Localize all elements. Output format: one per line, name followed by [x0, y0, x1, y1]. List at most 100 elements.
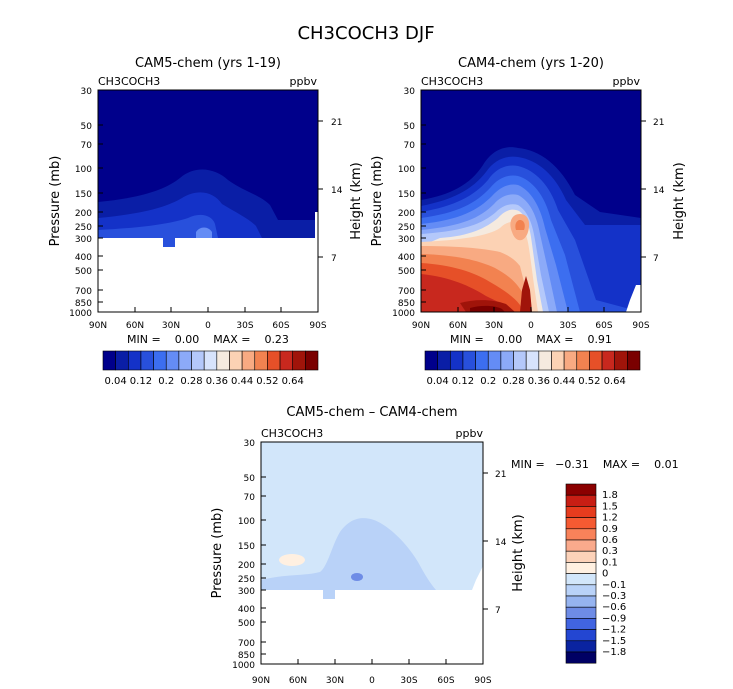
- colorbar-swatch: [565, 528, 597, 541]
- panel1-y2label: Height (km): [349, 162, 364, 239]
- panel1-ytick: 300: [75, 235, 92, 245]
- colorbar-label: 0.52: [256, 376, 278, 387]
- colorbar-label: 0.52: [578, 376, 600, 387]
- colorbar-label: 0.9: [602, 524, 618, 535]
- panel1-colorbar: 0.04 0.12 0.2 0.28 0.36 0.44 0.52 0.64: [102, 350, 319, 387]
- colorbar-label: −0.3: [602, 591, 626, 602]
- panel2-ytick: 100: [398, 165, 415, 175]
- colorbar-swatch: [500, 350, 514, 371]
- panel-cam4: CAM4-chem (yrs 1-20) CH3COCH3 ppbv: [370, 56, 687, 387]
- panel1-xtick: 0: [205, 321, 211, 331]
- panel1-title: CAM5-chem (yrs 1-19): [135, 56, 281, 71]
- panel1-ytick: 50: [81, 122, 93, 132]
- colorbar-label: 0.1: [602, 557, 618, 568]
- panel2-ytick: 150: [398, 190, 415, 200]
- panel2-ytick: 250: [398, 223, 415, 233]
- panel3-x-ticks: 90N 60N 30N 0 30S 60S 90S: [252, 659, 492, 686]
- panel3-y2tick: 14: [495, 538, 507, 548]
- panel2-ytick: 300: [398, 235, 415, 245]
- colorbar-swatch: [475, 350, 489, 371]
- colorbar-swatch: [153, 350, 167, 371]
- colorbar-swatch: [565, 651, 597, 664]
- colorbar-label: 0.2: [158, 376, 174, 387]
- panel1-xtick: 60N: [126, 321, 144, 331]
- panel2-edge-gap: [626, 285, 641, 312]
- panel2-xtick: 30N: [485, 321, 503, 331]
- panel2-colorbar: 0.04 0.12 0.2 0.28 0.36 0.44 0.52 0.64: [424, 350, 641, 387]
- panel3-ytick: 70: [244, 493, 256, 503]
- panel2-ytick: 500: [398, 267, 415, 277]
- panel3-ytick: 50: [244, 474, 256, 484]
- colorbar-swatch: [589, 350, 603, 371]
- panel3-contour-neg0.1: [261, 518, 436, 590]
- colorbar-swatch: [241, 350, 256, 371]
- panel3-stats: MIN = −0.31 MAX = 0.01: [511, 458, 679, 471]
- panel1-ytick: 150: [75, 190, 92, 200]
- panel1-field: [98, 90, 318, 312]
- panel3-negative-core: [351, 573, 363, 581]
- panel3-ytick: 100: [238, 517, 255, 527]
- colorbar-swatch: [102, 350, 116, 371]
- colorbar-swatch: [565, 483, 597, 496]
- colorbar-swatch: [627, 350, 641, 371]
- colorbar-label: 0.28: [502, 376, 524, 387]
- colorbar-swatch: [525, 350, 540, 371]
- panel1-notch: [163, 238, 175, 247]
- panel3-ytick: 30: [244, 439, 256, 449]
- colorbar-label: 0.12: [452, 376, 474, 387]
- colorbar-label: −0.9: [602, 613, 626, 624]
- panel3-ytick: 700: [238, 639, 255, 649]
- colorbar-swatch: [437, 350, 451, 371]
- panel2-units: ppbv: [613, 75, 641, 88]
- colorbar-swatch: [216, 350, 230, 371]
- panel3-ytick: 1000: [232, 661, 255, 671]
- panel3-xtick: 90N: [252, 676, 270, 686]
- panel1-ytick: 700: [75, 287, 92, 297]
- panel1-ytick: 850: [75, 299, 92, 309]
- panel3-field-label: CH3COCH3: [261, 427, 323, 440]
- panel2-y2tick: 7: [653, 254, 659, 264]
- panel2-ylabel: Pressure (mb): [370, 156, 385, 247]
- panel1-y2-ticks: 21 14 7: [318, 118, 343, 264]
- colorbar-swatch: [462, 350, 476, 371]
- colorbar-label: 1.2: [602, 513, 618, 524]
- colorbar-swatch: [538, 350, 552, 371]
- panel1-y-ticks: 30 50 70 100 150 200 250 300 400 500 700…: [69, 87, 103, 319]
- colorbar-swatch: [614, 350, 628, 371]
- panel3-ytick: 850: [238, 651, 255, 661]
- panel2-xtick: 30S: [559, 321, 576, 331]
- panel2-ytick: 700: [398, 287, 415, 297]
- panel2-ytick: 400: [398, 253, 415, 263]
- colorbar-label: 0.44: [553, 376, 575, 387]
- panel1-y2tick: 7: [331, 254, 337, 264]
- colorbar-swatch: [487, 350, 502, 371]
- colorbar-swatch: [563, 350, 578, 371]
- colorbar-swatch: [565, 618, 597, 630]
- colorbar-swatch: [127, 350, 142, 371]
- panel3-y2tick: 21: [495, 470, 506, 480]
- colorbar-swatch: [565, 506, 597, 518]
- colorbar-swatch: [115, 350, 129, 371]
- colorbar-label: 0.12: [130, 376, 152, 387]
- panel1-units: ppbv: [290, 75, 318, 88]
- colorbar-swatch: [565, 562, 597, 574]
- panel2-xtick: 0: [528, 321, 534, 331]
- panel-cam5: CAM5-chem (yrs 1-19) CH3COCH3 ppbv 30 50…: [48, 56, 364, 387]
- panel2-local-max-upper-core: [515, 220, 525, 230]
- panel-difference: CAM5-chem – CAM4-chem CH3COCH3 ppbv 30 5…: [210, 405, 679, 686]
- colorbar-swatch: [565, 539, 597, 552]
- colorbar-label: −1.2: [602, 625, 626, 636]
- panel2-y2-ticks: 21 14 7: [641, 118, 665, 264]
- colorbar-label: 0.04: [427, 376, 449, 387]
- panel3-notch: [323, 590, 335, 599]
- colorbar-label: 0.28: [180, 376, 202, 387]
- panel2-y-ticks: 30 50 70 100 150 200 250 300 400 500 700…: [392, 87, 426, 319]
- colorbar-swatch: [140, 350, 154, 371]
- colorbar-swatch: [576, 350, 590, 371]
- colorbar-label: −0.1: [602, 580, 626, 591]
- panel1-y2tick: 14: [331, 186, 343, 196]
- panel2-x-ticks: 90N 60N 30N 0 30S 60S 90S: [412, 307, 650, 331]
- panel1-ytick: 30: [81, 87, 93, 97]
- panel3-ytick: 250: [238, 575, 255, 585]
- panel3-colorbar: 1.81.51.20.90.60.30.10−0.1−0.3−0.6−0.9−1…: [565, 483, 626, 664]
